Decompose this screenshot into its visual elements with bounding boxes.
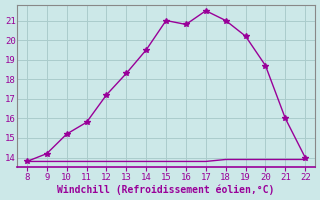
X-axis label: Windchill (Refroidissement éolien,°C): Windchill (Refroidissement éolien,°C) — [57, 185, 275, 195]
